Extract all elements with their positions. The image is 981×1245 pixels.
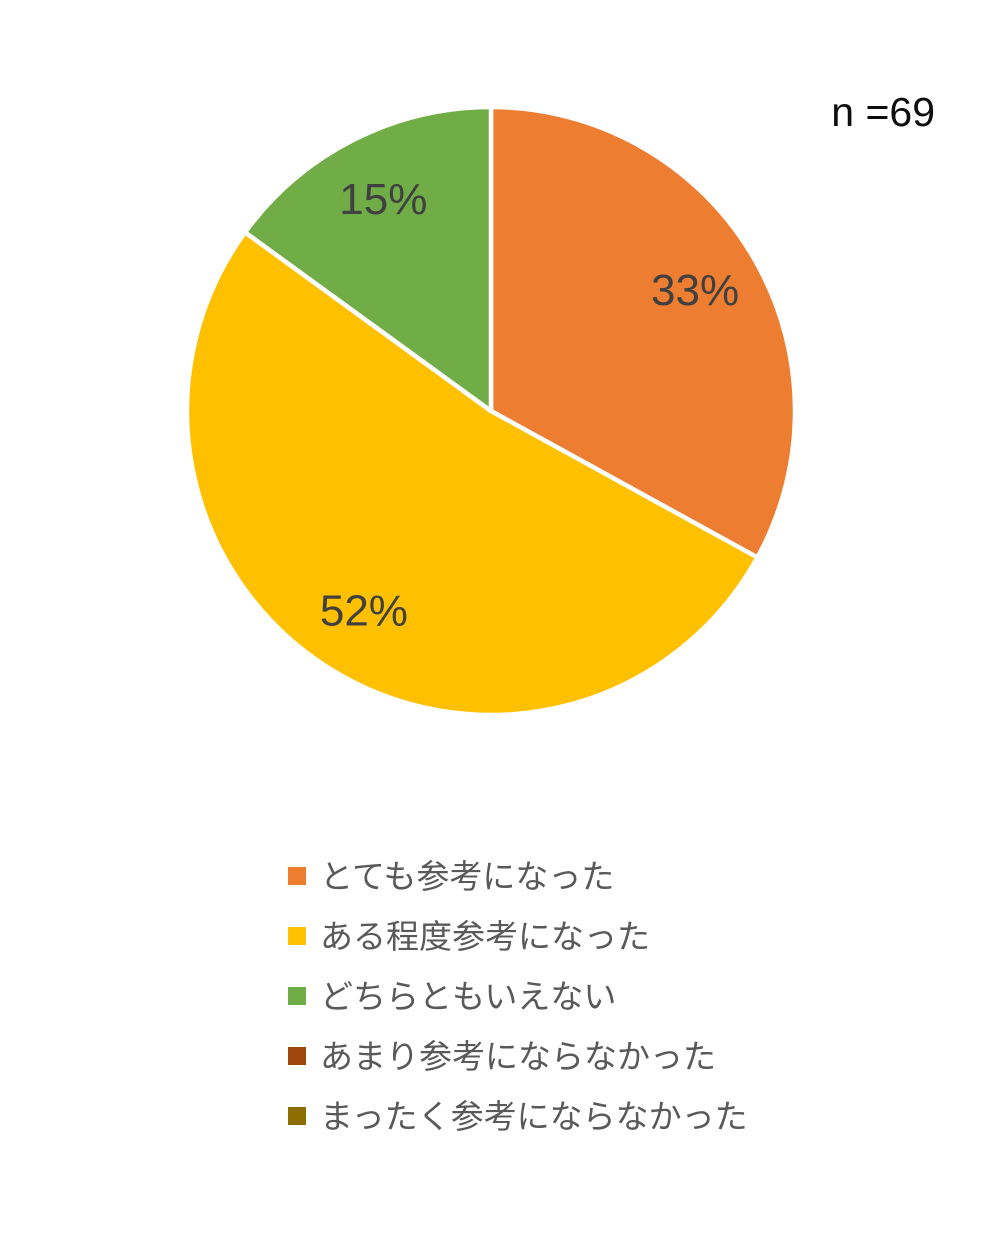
pie-slice-2 [184, 230, 760, 718]
legend-label: あまり参考にならなかった [320, 1037, 716, 1075]
legend-label: まったく参考にならなかった [320, 1097, 748, 1135]
legend-label: どちらともいえない [320, 977, 617, 1015]
legend-swatch-icon [288, 987, 306, 1005]
legend-swatch-icon [288, 927, 306, 945]
pie-slice-label: 15% [339, 175, 427, 224]
legend-item-4: あまり参考にならなかった [288, 1026, 748, 1086]
pie-slice-label: 33% [651, 266, 739, 315]
legend: とても参考になった ある程度参考になった どちらともいえないあまり参考にならなかった… [288, 846, 748, 1146]
legend-label: ある程度参考になった [320, 917, 650, 955]
legend-swatch-icon [288, 1107, 306, 1125]
legend-item-3: どちらともいえない [288, 966, 748, 1026]
legend-item-2: ある程度参考になった [288, 906, 748, 966]
legend-swatch-icon [288, 1047, 306, 1065]
legend-swatch-icon [288, 867, 306, 885]
pie-chart: 33% 52% 15% [184, 104, 798, 718]
legend-label: とても参考になった [320, 857, 615, 895]
legend-item-1: とても参考になった [288, 846, 748, 906]
pie-slice-label: 52% [320, 587, 408, 636]
sample-size-label: n =69 [831, 89, 935, 135]
pie-slice-3 [242, 104, 494, 414]
pie-slice-1 [488, 104, 798, 560]
legend-item-5: まったく参考にならなかった [288, 1086, 748, 1146]
